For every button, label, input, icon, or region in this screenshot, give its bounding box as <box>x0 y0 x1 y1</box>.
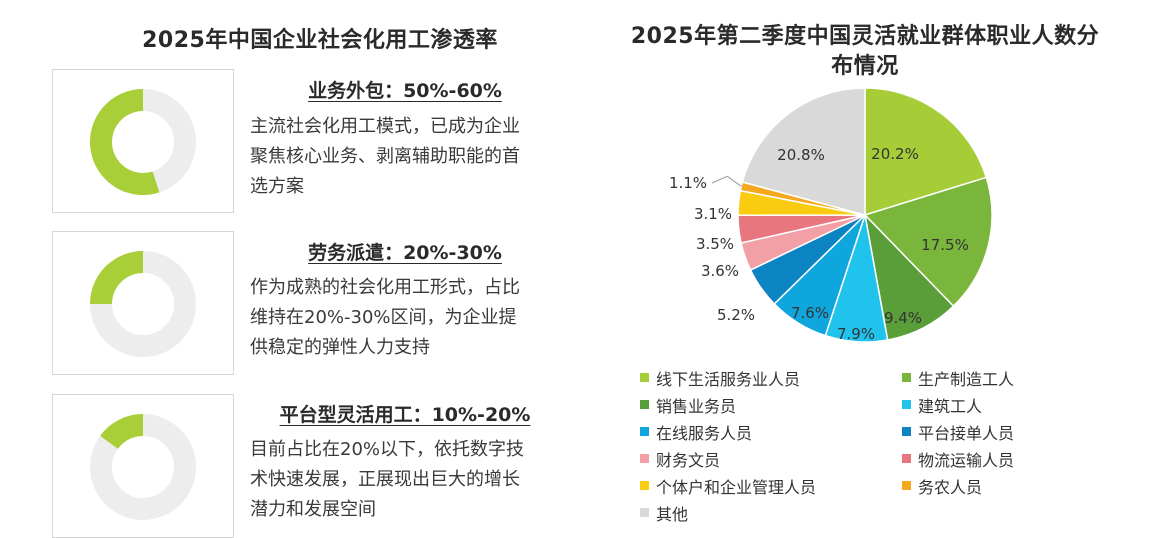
legend-swatch <box>640 454 649 463</box>
legend-swatch <box>640 373 649 382</box>
card-desc-line: 术快速发展，正展现出巨大的增长 <box>250 469 520 490</box>
legend-item: 平台接单人员 <box>902 420 1140 443</box>
legend-item: 个体户和企业管理人员 <box>640 474 902 497</box>
donut-chart-outsourcing <box>90 89 196 195</box>
card-desc-line: 潜力和发展空间 <box>250 499 376 520</box>
card-heading-outsourcing: 业务外包：50%-60% <box>308 80 502 102</box>
legend-swatch <box>902 454 911 463</box>
pie-data-label: 3.5% <box>696 235 734 253</box>
pie-data-label: 20.8% <box>777 146 825 164</box>
legend-item: 物流运输人员 <box>902 447 1140 470</box>
legend-label: 建筑工人 <box>918 396 983 416</box>
pie-leader-line <box>711 175 742 187</box>
donut-card-platform <box>52 394 234 538</box>
legend-swatch <box>640 481 649 490</box>
legend-label: 在线服务人员 <box>656 423 753 443</box>
legend-swatch <box>902 373 911 382</box>
legend-swatch <box>640 400 649 409</box>
card-desc-line: 供稳定的弹性人力支持 <box>250 337 430 358</box>
card-heading-dispatch: 劳务派遣：20%-30% <box>308 242 502 264</box>
card-desc-outsourcing: 主流社会化用工模式，已成为企业 聚焦核心业务、剥离辅助职能的首 选方案 <box>250 112 560 202</box>
legend-swatch <box>902 427 911 436</box>
legend-swatch <box>640 508 649 517</box>
legend-item: 线下生活服务业人员 <box>640 366 902 389</box>
pie-data-label: 20.2% <box>871 145 919 163</box>
card-desc-line: 作为成熟的社会化用工形式，占比 <box>250 277 520 298</box>
donut-chart-platform <box>90 414 196 520</box>
card-desc-dispatch: 作为成熟的社会化用工形式，占比 维持在20%-30%区间，为企业提 供稳定的弹性… <box>250 273 560 363</box>
pie-data-label: 9.4% <box>884 309 922 327</box>
legend-label: 个体户和企业管理人员 <box>656 477 817 497</box>
pie-slice <box>864 87 988 217</box>
card-desc-line: 目前占比在20%以下，依托数字技 <box>250 439 525 460</box>
legend-item: 务农人员 <box>902 474 1140 497</box>
legend-label: 生产制造工人 <box>918 369 1015 389</box>
legend-label: 销售业务员 <box>656 396 737 416</box>
legend-item: 销售业务员 <box>640 393 902 416</box>
pie-data-label: 5.2% <box>717 306 755 324</box>
legend-label: 财务文员 <box>656 450 721 470</box>
legend-item: 建筑工人 <box>902 393 1140 416</box>
legend-item: 财务文员 <box>640 447 902 470</box>
card-desc-line: 选方案 <box>250 176 304 197</box>
card-desc-line: 主流社会化用工模式，已成为企业 <box>250 116 520 137</box>
donut-card-outsourcing <box>52 69 234 213</box>
donut-chart-dispatch <box>90 251 196 357</box>
pie-data-label: 17.5% <box>921 236 969 254</box>
legend-item: 生产制造工人 <box>902 366 1140 389</box>
legend-item: 其他 <box>640 501 902 524</box>
left-chart-title: 2025年中国企业社会化用工渗透率 <box>142 28 498 53</box>
pie-chart-title: 2025年第二季度中国灵活就业群体职业人数分布情况 <box>630 24 1100 79</box>
pie-slice <box>741 87 866 216</box>
card-heading-platform: 平台型灵活用工：10%-20% <box>279 404 531 426</box>
donut-card-dispatch <box>52 231 234 375</box>
legend-swatch <box>640 427 649 436</box>
card-desc-platform: 目前占比在20%以下，依托数字技 术快速发展，正展现出巨大的增长 潜力和发展空间 <box>250 435 560 525</box>
legend-label: 务农人员 <box>918 477 983 497</box>
pie-data-label: 7.9% <box>837 325 875 343</box>
legend-swatch <box>902 481 911 490</box>
donut-fill-dispatch <box>90 251 144 305</box>
legend-item: 在线服务人员 <box>640 420 902 443</box>
pie-data-label: 1.1% <box>669 174 707 192</box>
pie-data-label: 3.6% <box>701 262 739 280</box>
legend-swatch <box>902 400 911 409</box>
pie-slice <box>863 176 993 308</box>
card-desc-line: 维持在20%-30%区间，为企业提 <box>250 307 517 328</box>
pie-legend: 线下生活服务业人员 生产制造工人销售业务员 建筑工人在线服务人员 平台接单人员财务文员… <box>640 366 1140 524</box>
legend-label: 线下生活服务业人员 <box>656 369 801 389</box>
card-desc-line: 聚焦核心业务、剥离辅助职能的首 <box>250 146 520 167</box>
pie-data-label: 3.1% <box>694 205 732 223</box>
legend-label: 物流运输人员 <box>918 450 1015 470</box>
donut-fill-outsourcing <box>90 89 160 195</box>
donut-fill-platform <box>100 414 144 450</box>
occupation-pie-chart: 20.2% 17.5% 9.4% 7.9% 7.6% 5.2% 3.6% 3.5% 3.1% 1.… <box>669 87 993 343</box>
legend-label: 平台接单人员 <box>918 423 1015 443</box>
pie-data-label: 7.6% <box>791 304 829 322</box>
legend-label: 其他 <box>656 504 689 524</box>
